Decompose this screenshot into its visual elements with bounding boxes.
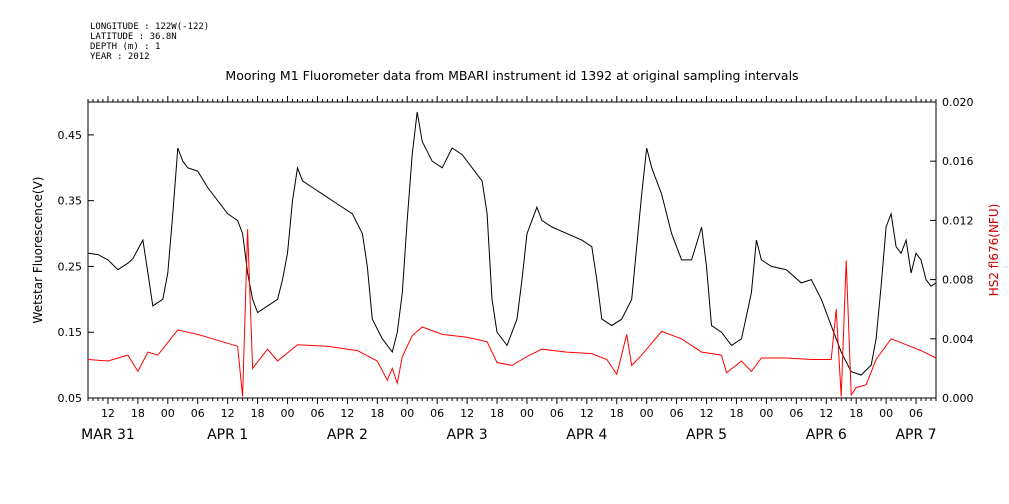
x-tick-label: 00 [640, 407, 654, 420]
x-tick-label: 06 [430, 407, 444, 420]
y-tick-label: 0.45 [58, 129, 83, 142]
x-tick-label: 12 [819, 407, 833, 420]
y-tick-label: 0.35 [58, 195, 83, 208]
x-tick-label: 00 [879, 407, 893, 420]
x-tick-label: 18 [849, 407, 863, 420]
x-tick-label: 18 [729, 407, 743, 420]
x-tick-label: 18 [251, 407, 265, 420]
x-tick-label: 06 [550, 407, 564, 420]
x-tick-label: 06 [191, 407, 205, 420]
x-tick-label: 00 [161, 407, 175, 420]
x-tick-label: 06 [789, 407, 803, 420]
x-tick-label: 18 [490, 407, 504, 420]
y2-tick-label: 0.020 [942, 96, 974, 109]
y2-axis-label: HS2 fl676(NFU) [987, 204, 1001, 297]
x-day-label: MAR 31 [81, 427, 135, 443]
x-day-label: APR 2 [327, 427, 368, 443]
latitude-text: LATITUDE : 36.8N [90, 32, 177, 42]
series-line-black [87, 111, 937, 376]
x-tick-label: 12 [221, 407, 235, 420]
y-axis-label: Wetstar Fluorescence(V) [31, 177, 45, 324]
y2-tick-label: 0.008 [942, 274, 974, 287]
y2-tick-label: 0.004 [942, 333, 974, 346]
x-axis: 12 18 00 06 12 18 00 06 12 18 00 06 12 18 00 06 12 18 00 06… [81, 407, 936, 443]
y-axis-left: 0.05 0.15 0.25 0.35 0.45 [58, 129, 94, 405]
y-axis-right: 0.000 0.004 0.008 0.012 0.016 0.020 [930, 96, 974, 405]
x-day-label: APR 5 [686, 427, 727, 443]
chart-title: Mooring M1 Fluorometer data from MBARI i… [225, 68, 798, 83]
plot-frame [87, 96, 937, 404]
y2-tick-label: 0.000 [942, 392, 974, 405]
series-layer [87, 111, 937, 397]
y-tick-label: 0.05 [58, 392, 83, 405]
x-tick-label: 06 [670, 407, 684, 420]
plot-border [87, 101, 937, 399]
x-tick-label: 18 [131, 407, 145, 420]
x-tick-label: 00 [759, 407, 773, 420]
x-tick-label: 06 [310, 407, 324, 420]
x-tick-label: 12 [700, 407, 714, 420]
header-info: LONGITUDE : 122W(-122) LATITUDE : 36.8N … [90, 22, 209, 62]
x-day-label: APR 4 [566, 427, 607, 443]
year-text: YEAR : 2012 [90, 52, 150, 62]
y-tick-label: 0.25 [58, 260, 83, 273]
x-tick-label: 12 [340, 407, 354, 420]
x-tick-label: 06 [909, 407, 923, 420]
x-day-label: APR 7 [895, 427, 936, 443]
x-tick-label: 18 [370, 407, 384, 420]
x-tick-label: 00 [520, 407, 534, 420]
x-day-label: APR 1 [207, 427, 248, 443]
x-tick-label: 00 [400, 407, 414, 420]
x-tick-label: 00 [281, 407, 295, 420]
y2-tick-label: 0.012 [942, 214, 974, 227]
x-day-label: APR 6 [806, 427, 847, 443]
x-day-label: APR 3 [447, 427, 488, 443]
x-tick-label: 12 [580, 407, 594, 420]
depth-text: DEPTH (m) : 1 [90, 42, 160, 52]
series-line-red [87, 229, 937, 397]
y-tick-label: 0.15 [58, 326, 83, 339]
x-tick-label: 12 [460, 407, 474, 420]
x-tick-label: 18 [610, 407, 624, 420]
x-tick-label: 12 [101, 407, 115, 420]
y2-tick-label: 0.016 [942, 155, 974, 168]
longitude-text: LONGITUDE : 122W(-122) [90, 22, 209, 32]
minor-ticks [87, 96, 937, 404]
